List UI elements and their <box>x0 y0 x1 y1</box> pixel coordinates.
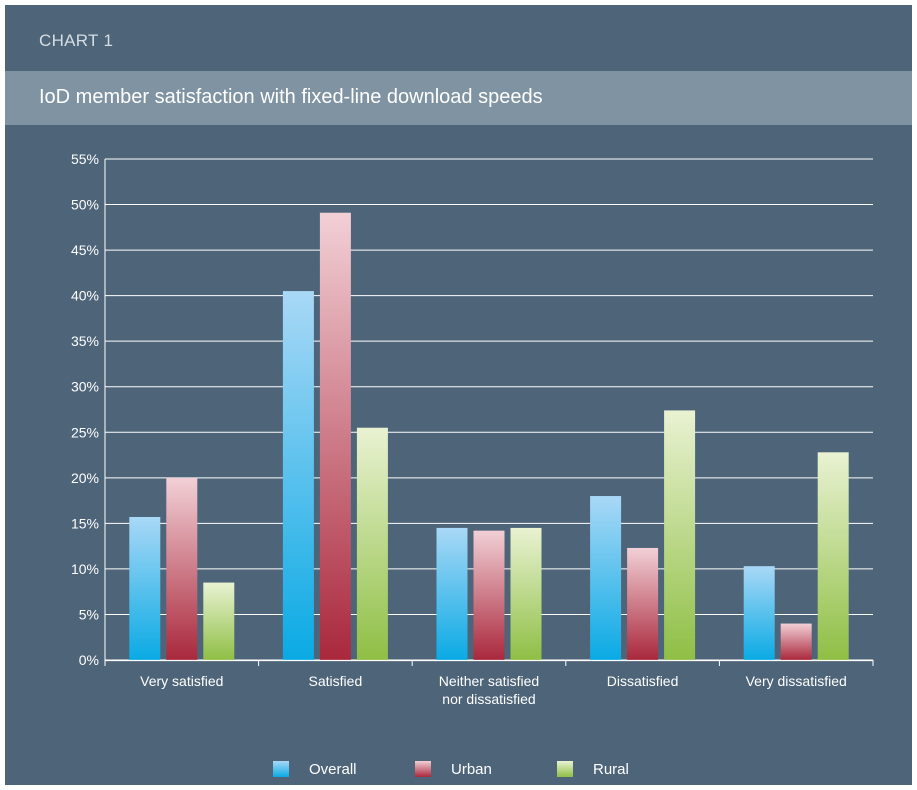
x-category-label: Neither satisfied nor dissatisfied <box>439 673 539 707</box>
chart-number-label: CHART 1 <box>39 31 114 50</box>
bar-rural <box>664 410 696 660</box>
legend-swatch-rural <box>557 761 573 777</box>
y-tick-label: 0% <box>79 652 99 668</box>
bar-rural <box>203 582 235 660</box>
x-category-label: Very dissatisfied <box>746 673 847 689</box>
bar-urban <box>780 623 812 660</box>
title-bar: IoD member satisfaction with fixed-line … <box>5 71 912 125</box>
legend-label-overall: Overall <box>309 761 357 778</box>
x-category-label: Dissatisfied <box>607 673 679 689</box>
bar-urban <box>319 212 351 660</box>
y-tick-label: 10% <box>71 561 99 577</box>
x-axis <box>104 659 874 666</box>
chart-panel: CHART 1 IoD member satisfaction with fix… <box>5 5 912 785</box>
bar-rural <box>510 527 542 660</box>
y-tick-label: 25% <box>71 424 99 440</box>
bar-rural <box>817 452 849 660</box>
x-category-label: Satisfied <box>309 673 363 689</box>
bar-overall <box>436 527 468 660</box>
bar-urban <box>627 547 659 660</box>
bar-overall <box>282 291 314 660</box>
y-tick-label: 55% <box>71 151 99 167</box>
bar-overall <box>129 516 161 660</box>
legend-swatch-urban <box>415 761 431 777</box>
y-tick-label: 45% <box>71 242 99 258</box>
y-tick-label: 40% <box>71 288 99 304</box>
legend: Overall Urban Rural <box>273 761 629 778</box>
x-axis-categories: Very satisfied Satisfied Neither satisfied… <box>140 673 847 707</box>
legend-swatch-overall <box>273 761 289 777</box>
bar-chart: 0% 5% 10% 15% 20% 25% 30% 35% 40% 45% 50% 55% Very … <box>71 151 874 778</box>
legend-label-rural: Rural <box>593 761 629 778</box>
y-tick-label: 15% <box>71 515 99 531</box>
y-tick-label: 5% <box>79 606 99 622</box>
bar-rural <box>356 427 388 660</box>
y-tick-label: 30% <box>71 379 99 395</box>
bars <box>129 212 849 660</box>
bar-overall <box>590 496 622 660</box>
chart-title: IoD member satisfaction with fixed-line … <box>39 86 543 108</box>
legend-label-urban: Urban <box>451 761 492 778</box>
y-axis-ticks: 0% 5% 10% 15% 20% 25% 30% 35% 40% 45% 50% 55% <box>71 151 99 668</box>
y-tick-label: 20% <box>71 470 99 486</box>
gridlines <box>104 158 873 661</box>
x-category-label: Very satisfied <box>140 673 223 689</box>
bar-urban <box>473 530 505 660</box>
y-tick-label: 35% <box>71 333 99 349</box>
y-tick-label: 50% <box>71 197 99 213</box>
bar-overall <box>743 566 775 660</box>
bar-urban <box>166 477 198 660</box>
